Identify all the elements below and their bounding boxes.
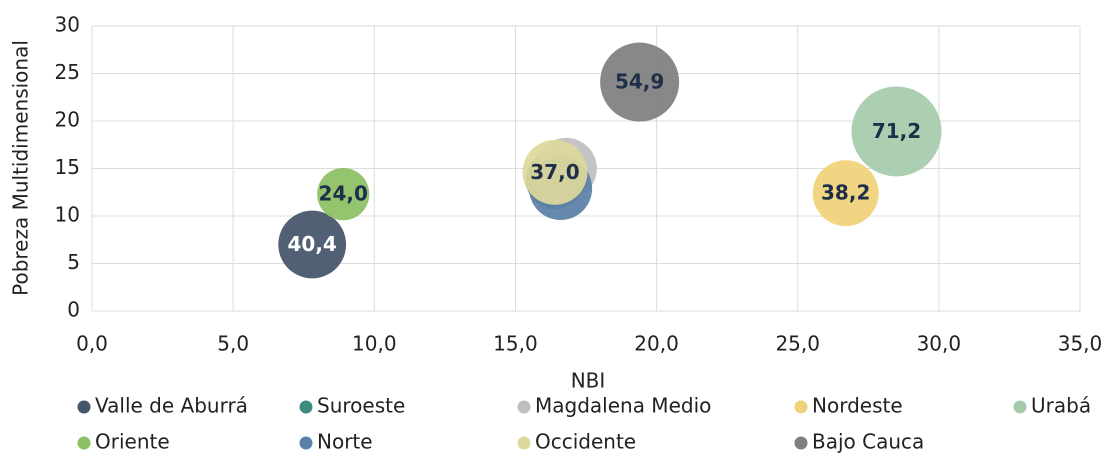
- bubble: [600, 42, 680, 122]
- legend-label: Occidente: [535, 430, 636, 454]
- y-tick-label: 15: [55, 155, 80, 179]
- legend-swatch: [794, 400, 808, 414]
- bubble: [278, 210, 347, 279]
- legend-label: Nordeste: [812, 394, 903, 418]
- bubble: [851, 86, 942, 177]
- y-axis-label: Pobreza Multidimensional: [9, 40, 33, 296]
- x-tick-label: 10,0: [352, 332, 397, 356]
- x-tick-label: 35,0: [1058, 332, 1103, 356]
- legend-swatch: [77, 436, 91, 450]
- y-tick-label: 30: [55, 13, 80, 37]
- legend-swatch: [794, 436, 808, 450]
- x-tick-label: 5,0: [217, 332, 249, 356]
- y-tick-label: 5: [67, 250, 80, 274]
- legend-swatch: [299, 400, 313, 414]
- x-tick-label: 30,0: [917, 332, 962, 356]
- legend-swatch: [299, 436, 313, 450]
- data-label: 37,0: [530, 160, 579, 184]
- legend-label: Suroeste: [317, 394, 405, 418]
- data-label: 38,2: [821, 181, 870, 205]
- legend-label: Bajo Cauca: [812, 430, 924, 454]
- bubble: [317, 168, 370, 221]
- y-tick-label: 0: [67, 298, 80, 322]
- data-label: 40,4: [288, 232, 337, 256]
- bubble: [812, 160, 879, 227]
- legend-label: Norte: [317, 430, 373, 454]
- data-label: 71,2: [872, 119, 921, 143]
- x-axis-label: NBI: [571, 369, 606, 393]
- bubble: [522, 139, 588, 205]
- legend-label: Oriente: [95, 430, 170, 454]
- y-tick-label: 25: [55, 60, 80, 84]
- y-tick-label: 20: [55, 108, 80, 132]
- x-tick-label: 15,0: [493, 332, 538, 356]
- data-label: 54,9: [615, 70, 664, 94]
- legend-label: Valle de Aburrá: [95, 394, 248, 418]
- x-tick-label: 25,0: [775, 332, 820, 356]
- legend-swatch: [517, 436, 531, 450]
- x-tick-label: 0,0: [76, 332, 108, 356]
- legend-label: Magdalena Medio: [535, 394, 711, 418]
- data-label: 24,0: [319, 182, 368, 206]
- legend-swatch: [1013, 400, 1027, 414]
- y-tick-label: 10: [55, 203, 80, 227]
- legend-label: Urabá: [1031, 394, 1091, 418]
- legend-swatch: [77, 400, 91, 414]
- x-tick-label: 20,0: [634, 332, 679, 356]
- legend-swatch: [517, 400, 531, 414]
